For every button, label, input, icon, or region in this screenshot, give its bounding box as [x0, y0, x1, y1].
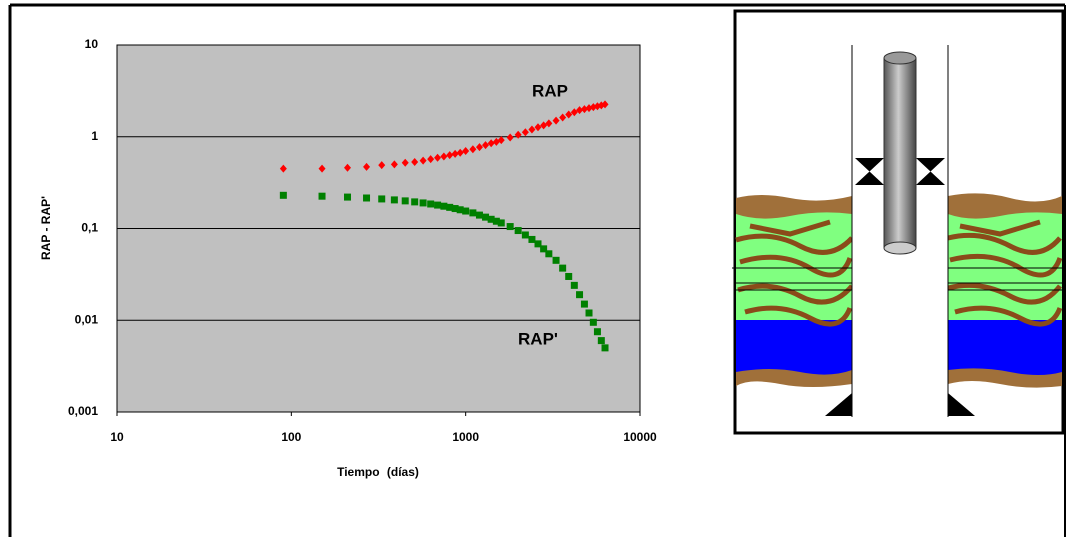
data-point [427, 155, 435, 164]
data-point [545, 119, 553, 128]
data-point [552, 256, 560, 264]
data-point [411, 158, 419, 167]
data-point [446, 203, 454, 211]
x-tick-label: 10 [110, 430, 124, 444]
data-point [576, 106, 584, 115]
data-point [440, 152, 448, 161]
data-point [475, 143, 483, 152]
x-tick-label: 1000 [452, 430, 479, 444]
data-point [601, 344, 609, 352]
well-diagram [732, 9, 1065, 435]
data-point [506, 133, 514, 142]
data-point [462, 146, 470, 155]
y-tick-label: 0,01 [75, 312, 99, 326]
y-axis-label: RAP - RAP' [39, 196, 53, 260]
x-tick-label: 10000 [623, 430, 657, 444]
data-point [469, 209, 477, 217]
data-point [469, 145, 477, 154]
series-annotation: RAP [532, 81, 568, 100]
data-point [540, 245, 548, 253]
x-axis-label: Tiempo (días) [337, 465, 419, 479]
y-tick-label: 0,001 [68, 404, 98, 418]
data-point [580, 300, 588, 308]
data-point [487, 215, 495, 223]
data-point [601, 100, 609, 109]
data-point [363, 194, 371, 202]
data-point [589, 318, 597, 326]
y-tick-label: 10 [85, 37, 99, 51]
data-point [559, 264, 567, 272]
data-point [446, 151, 454, 160]
data-point [434, 153, 442, 162]
data-point [528, 125, 536, 134]
data-point [390, 160, 398, 169]
data-point [593, 328, 601, 336]
data-point [506, 223, 514, 231]
data-point [497, 219, 505, 227]
data-point [570, 108, 578, 117]
data-point [401, 197, 409, 205]
data-point [492, 217, 500, 225]
data-point [576, 291, 584, 299]
data-point [534, 240, 542, 248]
data-point [580, 105, 588, 114]
marks: 0,001 0,01 0,1 1 10 10 100 1000 10000 [68, 37, 657, 444]
data-point [427, 200, 435, 208]
x-tick-label: 100 [281, 430, 301, 444]
data-point [565, 272, 573, 280]
data-point [534, 123, 542, 132]
data-point [540, 121, 548, 130]
data-point [390, 196, 398, 204]
data-point [570, 281, 578, 289]
data-point [378, 195, 386, 203]
data-point [451, 149, 459, 158]
data-point [419, 199, 427, 207]
data-point [344, 163, 352, 172]
data-point [497, 136, 505, 145]
data-point [487, 139, 495, 148]
data-point [597, 337, 605, 345]
data-point [318, 192, 326, 200]
data-point [344, 193, 352, 201]
data-point [482, 213, 490, 221]
data-point [401, 158, 409, 167]
data-point [482, 141, 490, 150]
data-point [411, 198, 419, 206]
y-tick-label: 1 [91, 129, 98, 143]
data-point [521, 231, 529, 239]
data-point [378, 161, 386, 170]
data-point [451, 205, 459, 213]
data-point [279, 164, 287, 173]
data-point [456, 148, 464, 157]
data-point [585, 309, 593, 317]
data-point [528, 235, 536, 243]
data-point [552, 116, 560, 125]
data-point [318, 164, 326, 173]
data-point [475, 211, 483, 219]
data-point [440, 202, 448, 210]
data-point [514, 227, 522, 235]
data-point [521, 128, 529, 137]
data-point [434, 201, 442, 209]
y-tick-label: 0,1 [81, 221, 98, 235]
series-annotation: RAP' [518, 329, 558, 348]
data-point [565, 110, 573, 119]
data-point [545, 250, 553, 258]
data-point [363, 162, 371, 171]
data-point [559, 113, 567, 122]
data-point [462, 207, 470, 215]
data-point [514, 130, 522, 139]
data-point [279, 191, 287, 199]
data-point [456, 206, 464, 214]
data-point [419, 156, 427, 165]
